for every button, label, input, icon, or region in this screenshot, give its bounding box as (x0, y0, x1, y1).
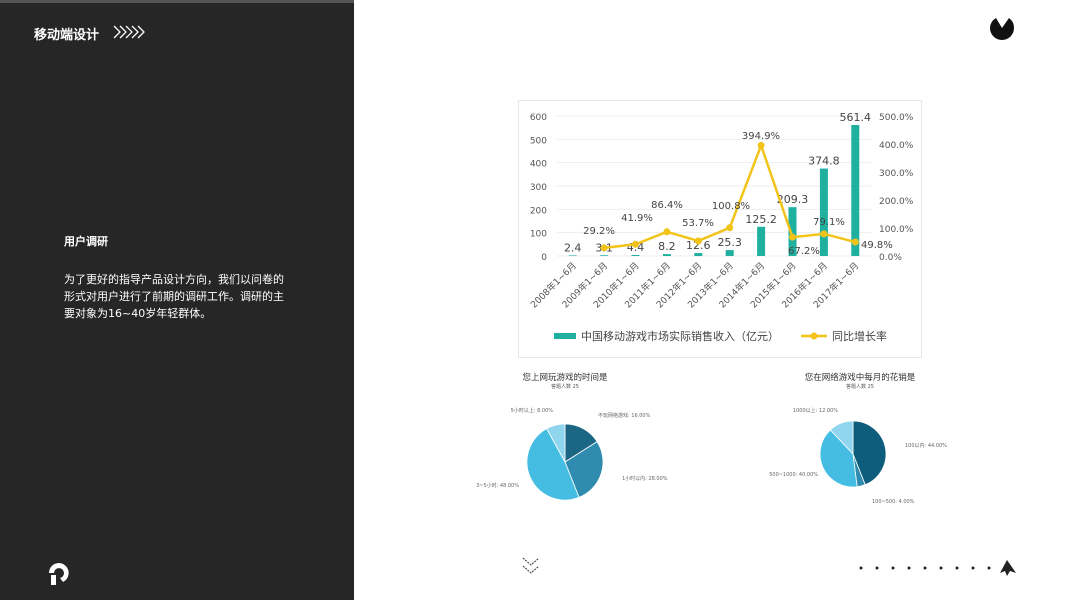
pagination-dots (859, 560, 1016, 576)
pie-subtitle: 答题人数 25 (846, 383, 874, 390)
y2-tick-label: 300.0% (879, 169, 914, 179)
growth-point (789, 233, 796, 241)
arrow-up-icon (1000, 560, 1016, 576)
pie-slice-label: 3~5小时: 48.00% (476, 482, 519, 489)
revenue-bar (851, 125, 860, 256)
revenue-bar (662, 254, 671, 256)
y-tick-label: 200 (530, 206, 547, 216)
brand-logo-icon (990, 18, 1015, 40)
bar-value-label: 374.8 (808, 155, 840, 168)
growth-value-label: 67.2% (788, 246, 820, 257)
y-tick-label: 0 (541, 253, 547, 263)
growth-value-label: 53.7% (682, 218, 714, 229)
bar-value-label: 561.4 (840, 111, 872, 124)
pie-title: 您上网玩游戏的时间是 (522, 372, 608, 383)
pie-slice-label: 100~500: 4.00% (872, 499, 915, 505)
revenue-bar (694, 253, 703, 256)
y2-tick-label: 0.0% (879, 253, 902, 263)
legend-swatch-revenue (554, 333, 576, 339)
scroll-down-icon[interactable] (520, 555, 542, 577)
revenue-bar (600, 255, 609, 256)
pie-slice (564, 441, 604, 498)
y-tick-label: 500 (530, 136, 547, 146)
y-tick-label: 300 (530, 183, 547, 193)
bar-value-label: 8.2 (658, 240, 676, 253)
growth-point (663, 228, 671, 236)
legend-label: 中国移动游戏市场实际销售收入（亿元） (581, 329, 779, 343)
bar-value-label: 12.6 (686, 239, 711, 252)
mobile-game-revenue-chart: 0 100 200 300 400 500 600 0.0% 100.0% 200.0% 300.0… (518, 100, 922, 358)
pie-slice (819, 429, 858, 488)
bar-value-label: 2.4 (564, 241, 582, 254)
y2-tick-label: 100.0% (879, 225, 914, 235)
brand-logo-icon (49, 563, 69, 585)
left-panel: 移动端设计 用户调研 为了更好的指导产品设计方向，我们以问卷的形式对用户进行了前… (0, 0, 354, 600)
growth-value-label: 100.8% (712, 201, 750, 212)
y-tick-label: 100 (530, 230, 547, 240)
pie-slice (852, 420, 887, 486)
pie-slice-label: 5小时以上: 8.00% (511, 407, 554, 414)
y-tick-label: 400 (530, 160, 547, 170)
growth-value-label: 49.8% (861, 240, 893, 251)
y-tick-label: 600 (530, 113, 547, 123)
bar-value-label: 209.3 (777, 193, 809, 206)
growth-value-label: 79.1% (813, 217, 845, 228)
pie-slice (526, 428, 580, 501)
pie-slice-label: 不玩网络游戏: 16.00% (598, 412, 651, 419)
growth-point (632, 240, 639, 248)
chevrons-right-icon (113, 25, 145, 39)
legend-label: 同比增长率 (832, 329, 887, 343)
revenue-bar (568, 255, 577, 256)
pie-subtitle: 答题人数 25 (551, 383, 579, 390)
y2-tick-label: 400.0% (879, 141, 914, 151)
bar-value-label: 125.2 (745, 213, 777, 226)
growth-value-label: 29.2% (583, 226, 615, 237)
revenue-bar (725, 250, 734, 256)
y2-tick-label: 500.0% (879, 113, 914, 123)
section-title: 移动端设计 (34, 28, 100, 43)
revenue-bar (631, 254, 640, 256)
pie-slice-label: 1000以上: 12.00% (793, 407, 838, 414)
growth-point (600, 244, 608, 252)
revenue-bar (788, 207, 797, 256)
pie-slice-label: 1小时以内: 28.00% (622, 475, 668, 482)
growth-point (820, 230, 828, 238)
pie-slice (546, 423, 566, 463)
pie-slice-label: 100以内: 44.00% (905, 442, 947, 449)
growth-value-label: 86.4% (651, 200, 683, 211)
growth-value-label: 41.9% (621, 213, 653, 224)
revenue-bar (757, 226, 766, 256)
y2-tick-label: 200.0% (879, 197, 914, 207)
growth-point (694, 237, 702, 245)
legend-marker (810, 332, 818, 340)
research-paragraph: 为了更好的指导产品设计方向，我们以问卷的形式对用户进行了前期的调研工作。调研的主… (64, 273, 284, 320)
growth-point (851, 238, 859, 246)
bar-value-label: 25.3 (717, 236, 742, 249)
growth-point (757, 141, 765, 149)
growth-point (726, 224, 734, 232)
growth-value-label: 394.9% (742, 131, 780, 142)
revenue-bar (819, 168, 828, 256)
pie-slice (829, 420, 854, 456)
research-heading: 用户调研 (64, 235, 108, 248)
pie-slice-label: 500~1000: 40.00% (769, 472, 818, 478)
pie-title: 您在网络游戏中每月的花销是 (805, 372, 916, 383)
